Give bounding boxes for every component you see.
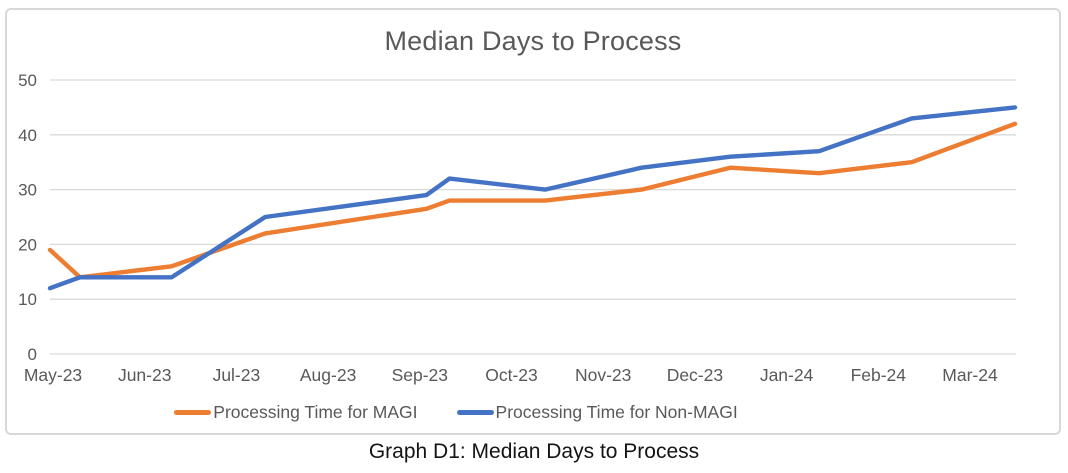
chart-caption: Graph D1: Median Days to Process — [368, 440, 700, 463]
x-tick-label-Oct-23: Oct-23 — [485, 365, 538, 385]
x-tick-label-Jul-23: Jul-23 — [213, 365, 261, 385]
x-tick-label-Mar-24: Mar-24 — [942, 365, 998, 385]
legend-item-non-magi: Processing Time for Non-MAGI — [456, 402, 738, 423]
x-tick-label-Aug-23: Aug-23 — [300, 365, 356, 385]
x-tick-label-Jan-24: Jan-24 — [760, 365, 814, 385]
non-magi-line-swatch — [456, 410, 494, 415]
legend-label-magi: Processing Time for MAGI — [213, 402, 418, 422]
legend: Processing Time for MAGI Processing Time… — [0, 402, 982, 423]
legend-label-non-magi: Processing Time for Non-MAGI — [495, 402, 738, 422]
y-tick-label-40: 40 — [18, 126, 37, 145]
plot-area: 0 10 20 30 40 50 May-23 Jun-23 Jul-23 Aug-23 Sep-2… — [18, 71, 1018, 385]
x-tick-label-Jun-23: Jun-23 — [118, 365, 172, 385]
series-line-magi — [47, 121, 1018, 280]
magi-line-swatch — [174, 410, 212, 415]
y-tick-label-50: 50 — [18, 71, 37, 90]
y-tick-label-20: 20 — [18, 235, 37, 254]
chart-title: Median Days to Process — [384, 26, 682, 56]
y-tick-label-10: 10 — [18, 290, 37, 309]
x-tick-label-Feb-24: Feb-24 — [851, 365, 907, 385]
x-tick-label-May-23: May-23 — [24, 365, 82, 385]
legend-item-magi: Processing Time for MAGI — [174, 402, 418, 423]
x-tick-label-Nov-23: Nov-23 — [575, 365, 631, 385]
y-tick-label-30: 30 — [18, 181, 37, 200]
x-tick-label-Sep-23: Sep-23 — [392, 365, 448, 385]
x-tick-label-Dec-23: Dec-23 — [667, 365, 723, 385]
series-line-non-magi — [47, 105, 1018, 291]
y-tick-label-0: 0 — [28, 345, 37, 364]
chart-container: Median Days to Process 0 10 20 30 40 50 May-23… — [5, 8, 1061, 435]
